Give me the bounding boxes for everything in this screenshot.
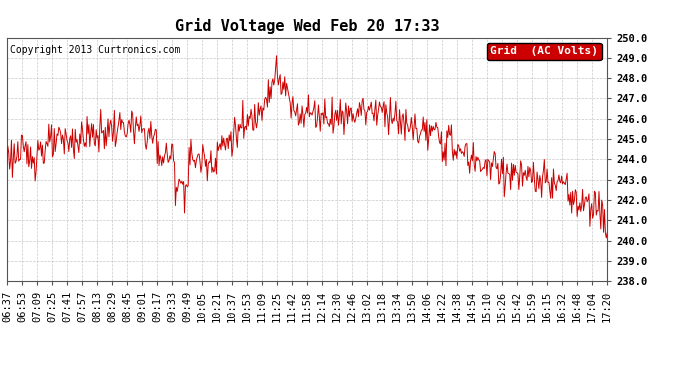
Title: Grid Voltage Wed Feb 20 17:33: Grid Voltage Wed Feb 20 17:33 (175, 18, 440, 33)
Legend: Grid  (AC Volts): Grid (AC Volts) (487, 43, 602, 60)
Text: Copyright 2013 Curtronics.com: Copyright 2013 Curtronics.com (10, 45, 180, 55)
